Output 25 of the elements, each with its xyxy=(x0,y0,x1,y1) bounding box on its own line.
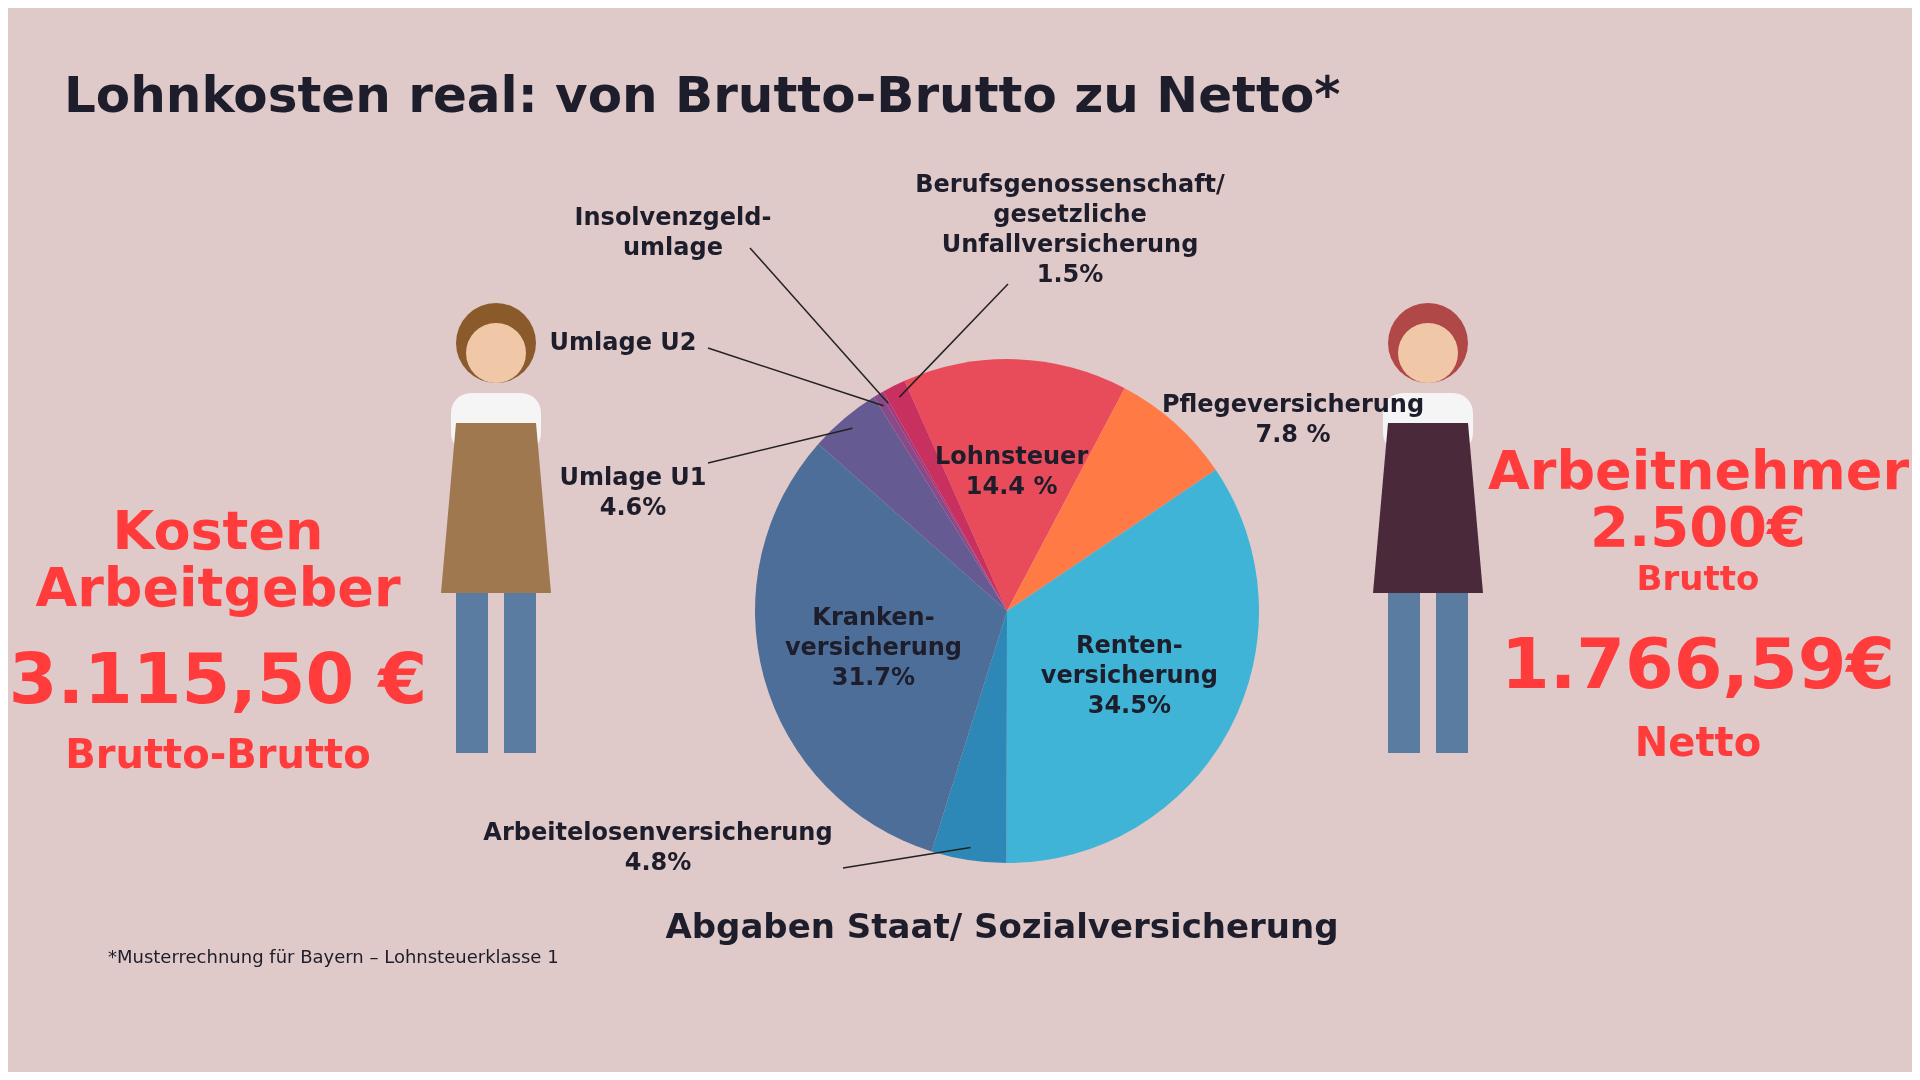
slice-label: Kranken- versicherung xyxy=(784,603,962,662)
text: Kosten Arbeitgeber xyxy=(34,499,402,619)
text: Abgaben Staat/ Sozialversicherung xyxy=(664,906,1340,946)
data-label: 34.5% xyxy=(1087,691,1171,720)
data-label: 31.7% xyxy=(831,663,916,692)
text: 1.766,59€ xyxy=(1499,623,1897,705)
data-label: 4.6% xyxy=(599,493,667,521)
slice-label: Renten- versicherung xyxy=(1040,631,1218,690)
slice-label: Arbeitelosenversicherung xyxy=(483,818,833,846)
data-label: 4.8% xyxy=(624,848,692,876)
slice-label: Berufsgenossenschaft/ gesetzliche Unfallversicherung xyxy=(915,170,1226,258)
slice-label: Umlage U2 xyxy=(549,328,697,356)
text: 3.115,50 € xyxy=(8,638,428,720)
text: *Musterrechnung für Bayern – Lohnsteuerklasse 1 xyxy=(108,946,559,967)
chart-title: Lohnkosten real: von Brutto-Brutto zu Netto* xyxy=(64,66,1341,124)
slice-label: Lohnsteuer xyxy=(935,442,1089,471)
text: Netto xyxy=(1633,719,1763,765)
text: Brutto-Brutto xyxy=(64,731,372,777)
data-label: 14.4 % xyxy=(965,472,1058,501)
slice-label: Insolvenzgeld- umlage xyxy=(574,203,772,261)
data-label: 7.8 % xyxy=(1255,420,1331,448)
data-label: 1.5% xyxy=(1036,260,1104,288)
slice-label: Umlage U1 xyxy=(559,463,707,491)
text: Brutto xyxy=(1635,558,1761,598)
slice-label: Pflegeversicherung xyxy=(1161,390,1425,418)
